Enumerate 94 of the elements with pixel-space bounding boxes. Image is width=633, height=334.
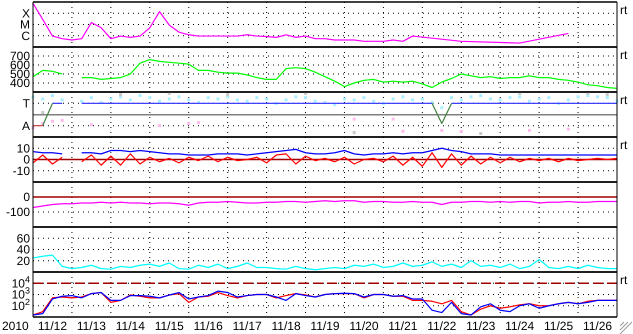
- point: [566, 98, 570, 102]
- line-series: [33, 254, 617, 270]
- point: [90, 96, 93, 100]
- x-tick-label: 11/14: [116, 319, 146, 333]
- point: [547, 96, 550, 100]
- point: [352, 131, 356, 134]
- point: [196, 121, 200, 124]
- point: [178, 95, 180, 98]
- point: [498, 98, 502, 102]
- point: [284, 98, 288, 102]
- point: [596, 95, 600, 98]
- point: [479, 94, 482, 97]
- point: [566, 128, 570, 131]
- point: [518, 95, 522, 98]
- point: [158, 124, 162, 128]
- point: [294, 95, 298, 98]
- point: [314, 100, 317, 103]
- point: [470, 95, 472, 98]
- point: [148, 96, 152, 100]
- x-tick-label: 11/24: [505, 319, 535, 333]
- point: [41, 111, 44, 114]
- text: rt: [620, 273, 628, 287]
- point: [528, 100, 531, 103]
- y-tick-label: -100: [6, 205, 30, 220]
- point: [488, 97, 492, 100]
- point: [255, 96, 258, 100]
- text: rt: [620, 48, 628, 62]
- point: [538, 97, 541, 100]
- text: X: [22, 6, 30, 20]
- point: [187, 98, 190, 102]
- x-tick-label: 11/17: [232, 319, 262, 333]
- x-tick-label: 11/21: [388, 319, 418, 333]
- point: [372, 100, 376, 103]
- point: [216, 97, 220, 100]
- x-axis-title: 2010: [2, 319, 30, 333]
- point: [508, 96, 512, 100]
- point: [80, 100, 84, 103]
- x-tick-label: 11/20: [349, 319, 379, 333]
- x-tick-label: 11/12: [38, 319, 68, 333]
- point: [60, 98, 64, 102]
- text: rt: [620, 138, 628, 152]
- point: [392, 97, 395, 100]
- point: [90, 123, 93, 126]
- point: [50, 94, 54, 97]
- point: [420, 97, 424, 100]
- x-tick-label: 11/15: [154, 319, 184, 333]
- point: [128, 98, 132, 102]
- point: [342, 97, 346, 100]
- point: [460, 98, 463, 102]
- x-tick-label: 11/25: [544, 319, 574, 333]
- point: [401, 130, 404, 133]
- point: [304, 96, 308, 100]
- point: [138, 94, 142, 97]
- y-tick-label: 10: [16, 141, 30, 156]
- point: [460, 130, 463, 133]
- point: [50, 120, 54, 123]
- point: [392, 118, 395, 121]
- y-tick-label: 60: [16, 231, 30, 246]
- y-tick-label: 0: [23, 190, 30, 204]
- x-tick-label: 11/26: [582, 319, 612, 333]
- x-tick-label: 11/23: [466, 319, 496, 333]
- point: [109, 97, 112, 100]
- point: [401, 95, 404, 98]
- line-series: [33, 200, 617, 208]
- point: [236, 98, 239, 102]
- text: T: [22, 96, 31, 110]
- point: [606, 96, 609, 100]
- point: [440, 128, 444, 132]
- point: [576, 95, 580, 98]
- point: [440, 106, 444, 110]
- point: [206, 96, 210, 100]
- point: [528, 128, 531, 132]
- x-tick-label: 11/19: [310, 319, 340, 333]
- point: [362, 96, 366, 100]
- point: [41, 97, 44, 100]
- point: [246, 100, 249, 103]
- text: rt: [620, 93, 628, 107]
- point: [168, 97, 171, 100]
- point: [606, 93, 609, 96]
- x-tick-label: 11/18: [271, 319, 301, 333]
- point: [187, 122, 190, 125]
- point: [411, 98, 414, 102]
- point: [479, 132, 482, 136]
- x-tick-label: 11/16: [194, 319, 224, 333]
- x-tick-label: 11/13: [76, 319, 106, 333]
- text: rt: [620, 3, 628, 17]
- point: [265, 97, 268, 100]
- point: [352, 98, 356, 102]
- text: A: [22, 118, 30, 133]
- point: [60, 118, 64, 122]
- x-tick-label: 11/22: [427, 319, 457, 333]
- point: [352, 118, 356, 121]
- point: [158, 100, 162, 103]
- point: [450, 96, 454, 100]
